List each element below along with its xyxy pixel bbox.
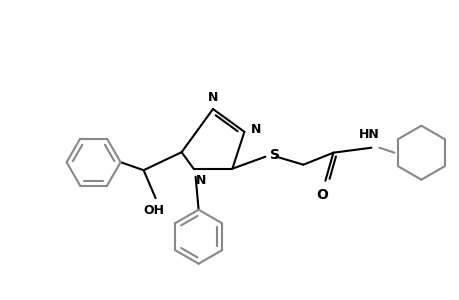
Text: N: N bbox=[207, 91, 218, 104]
Text: S: S bbox=[270, 148, 280, 162]
Text: HN: HN bbox=[358, 128, 379, 141]
Text: N: N bbox=[195, 174, 206, 187]
Text: N: N bbox=[250, 123, 260, 136]
Text: OH: OH bbox=[143, 204, 164, 217]
Text: O: O bbox=[316, 188, 328, 202]
